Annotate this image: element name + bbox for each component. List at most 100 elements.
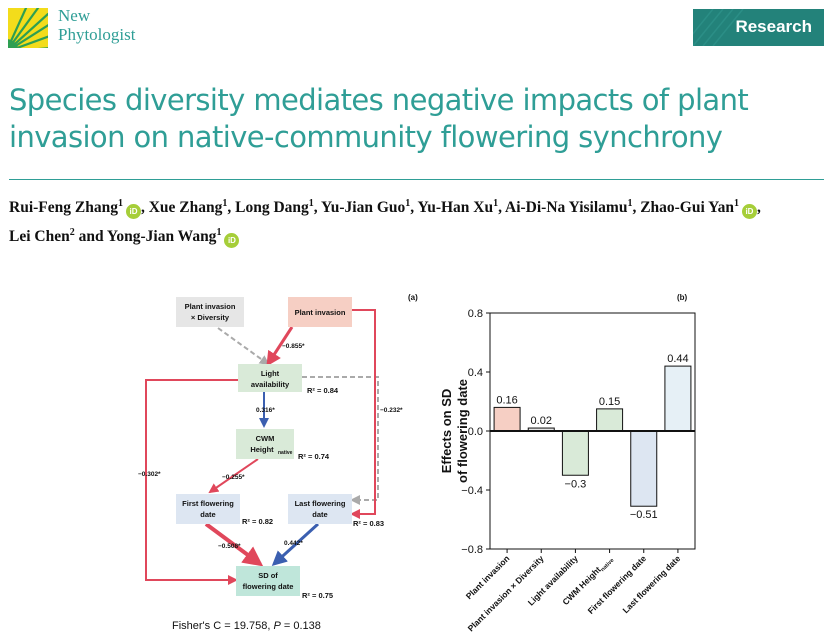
- path-invasion-to-light: [266, 326, 294, 367]
- node-first-flowering-date: First flowering date R² = 0.82: [176, 494, 273, 526]
- path-first-to-sd: [204, 522, 264, 567]
- affiliation-mark: 1: [733, 198, 739, 209]
- bar: [493, 406, 521, 432]
- orcid-icon[interactable]: iD: [224, 233, 240, 249]
- coef-invasion-last: −0.232*: [380, 407, 403, 414]
- affiliation-mark: 1: [405, 198, 411, 209]
- orcid-icon[interactable]: iD: [741, 204, 757, 220]
- bar-value-label: −0.3: [565, 478, 587, 490]
- y-tick-label: −0.4: [461, 485, 483, 497]
- path-light-to-last-nonsig: [302, 376, 379, 505]
- bar-value-label: 0.15: [599, 396, 620, 408]
- panel-a-label: (a): [408, 293, 418, 302]
- svg-text:Plant invasion: Plant invasion: [295, 308, 346, 317]
- effects-bar-chart: (b) 0.8 0.4 0.0 −0.4 −0.8 Effects on SD of flow…: [439, 293, 696, 633]
- author-8[interactable]: Yong-Jian Wang1iD: [106, 227, 240, 249]
- x-tick-label: First flowering date: [586, 553, 649, 616]
- author-name: Xue Zhang: [148, 199, 223, 217]
- y-tick-label: −0.8: [461, 544, 483, 556]
- author-2[interactable]: Long Dang1: [235, 198, 314, 217]
- affiliation-mark: 1: [222, 198, 228, 209]
- x-tick-label: Last flowering date: [620, 553, 682, 615]
- coef-light-sd: −0.302*: [138, 471, 161, 478]
- svg-text:CWM: CWM: [256, 434, 275, 443]
- affiliation-mark: 1: [493, 198, 499, 209]
- svg-text:date: date: [312, 510, 327, 519]
- svg-text:× Diversity: × Diversity: [191, 313, 230, 322]
- node-sd-flowering-date: SD of flowering date R² = 0.75: [236, 566, 333, 600]
- svg-text:Height: Height: [250, 445, 274, 454]
- bar: [561, 430, 589, 476]
- author-6[interactable]: Zhao-Gui Yan1iD: [640, 198, 757, 220]
- svg-text:R² = 0.82: R² = 0.82: [242, 517, 273, 526]
- journal-name-line1: New: [58, 6, 91, 25]
- coef-invasion-light: −0.855*: [282, 343, 305, 350]
- author-name: Yu-Han Xu: [417, 199, 494, 217]
- svg-text:date: date: [200, 510, 215, 519]
- author-3[interactable]: Yu-Jian Guo1: [321, 198, 411, 216]
- author-name: Zhao-Gui Yan: [640, 199, 734, 217]
- svg-text:First flowering: First flowering: [182, 499, 234, 508]
- author-name: Lei Chen: [9, 228, 70, 246]
- bar-value-label: 0.02: [531, 415, 552, 427]
- svg-text:R² = 0.84: R² = 0.84: [307, 386, 339, 395]
- banner-texture: [693, 9, 744, 46]
- node-last-flowering-date: Last flowering date R² = 0.83: [288, 494, 384, 528]
- journal-name: New Phytologist: [58, 6, 135, 44]
- fisher-c-statistic: Fisher's C = 19.758, P = 0.138: [172, 620, 321, 632]
- coef-last-sd: 0.442*: [284, 540, 303, 547]
- author-name: Ai-Di-Na Yisilamu: [505, 199, 628, 217]
- svg-text:native: native: [278, 450, 293, 456]
- svg-text:Plant invasion: Plant invasion: [185, 302, 236, 311]
- y-tick-label: 0.4: [468, 367, 483, 379]
- node-plant-invasion-x-diversity: Plant invasion × Diversity: [176, 297, 244, 327]
- journal-logo: [8, 8, 48, 48]
- path-light-to-sd: [145, 379, 238, 585]
- title-divider: [9, 179, 824, 180]
- y-axis-label-line2: of flowering date: [455, 379, 470, 483]
- svg-text:SD of: SD of: [258, 571, 278, 580]
- svg-text:availability: availability: [251, 380, 290, 389]
- bar-value-label: −0.51: [630, 509, 658, 521]
- article-title: Species diversity mediates negative impa…: [9, 83, 749, 154]
- svg-text:R² = 0.75: R² = 0.75: [302, 591, 333, 600]
- node-cwm-height-native: CWM Height native R² = 0.74: [236, 429, 330, 461]
- affiliation-mark: 1: [308, 198, 314, 209]
- author-name: Rui-Feng Zhang: [9, 199, 118, 217]
- author-1[interactable]: Xue Zhang1: [148, 198, 228, 217]
- affiliation-mark: 2: [69, 227, 75, 239]
- path-cwm-to-first: [208, 458, 259, 494]
- section-banner-label: Research: [735, 17, 812, 36]
- node-light-availability: Light availability R² = 0.84: [238, 364, 339, 395]
- y-axis-label-line1: Effects on SD: [439, 389, 454, 474]
- y-tick-label: 0.0: [468, 426, 483, 438]
- author-0[interactable]: Rui-Feng Zhang1iD: [9, 198, 141, 220]
- affiliation-mark: 1: [216, 227, 222, 239]
- sunflower-logo-icon: [8, 8, 48, 48]
- author-4[interactable]: Yu-Han Xu1: [417, 198, 499, 217]
- bar: [630, 430, 658, 507]
- node-plant-invasion: Plant invasion: [288, 297, 352, 327]
- orcid-icon[interactable]: iD: [125, 204, 141, 220]
- y-tick-label: 0.8: [468, 308, 483, 320]
- coef-cwm-first: −0.255*: [222, 474, 245, 481]
- author-5[interactable]: Ai-Di-Na Yisilamu1: [505, 198, 632, 217]
- author-name: Yong-Jian Wang: [106, 228, 217, 246]
- bar: [596, 408, 624, 432]
- bar-value-label: 0.44: [667, 353, 688, 365]
- bar-value-label: 0.16: [496, 394, 517, 406]
- section-banner: Research: [693, 9, 824, 46]
- affiliation-mark: 1: [117, 198, 123, 209]
- bar: [664, 365, 692, 432]
- path-diagram: (a) −0.855* 0.316* −0.255* −0.232* −0.30…: [138, 293, 418, 600]
- coef-first-sd: −0.508*: [218, 543, 241, 550]
- svg-text:Last flowering: Last flowering: [295, 499, 346, 508]
- author-7[interactable]: Lei Chen2: [9, 227, 75, 246]
- svg-text:R² = 0.74: R² = 0.74: [298, 452, 330, 461]
- author-name: Long Dang: [235, 199, 309, 217]
- author-list: Rui-Feng Zhang1iD, Xue Zhang1, Long Dang…: [9, 191, 824, 249]
- path-interaction-to-light: [217, 327, 270, 366]
- svg-text:R² = 0.83: R² = 0.83: [353, 519, 384, 528]
- path-invasion-to-last: [350, 309, 376, 519]
- svg-text:flowering date: flowering date: [243, 582, 294, 591]
